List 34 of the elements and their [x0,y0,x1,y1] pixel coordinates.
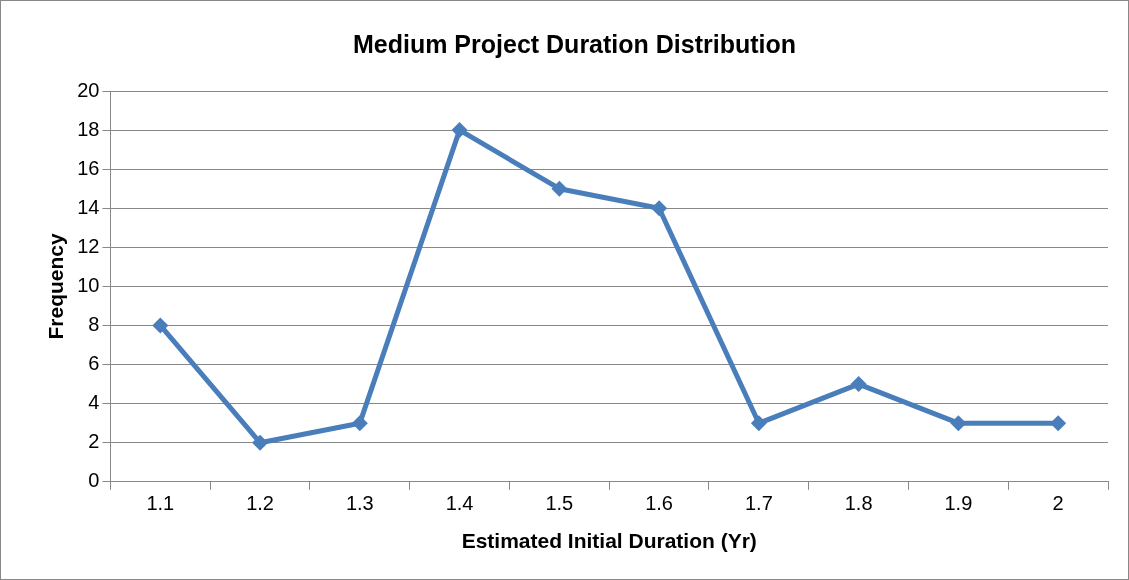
x-tick-label: 1.6 [645,492,674,515]
y-tick-label: 10 [77,273,100,296]
y-axis-title: Frequency [44,232,68,340]
y-tick-label: 2 [88,430,100,453]
y-tick-label: 6 [88,352,100,375]
y-tick-label: 0 [88,469,100,492]
point [950,415,967,432]
point [351,415,368,432]
y-tick-label: 18 [77,117,100,140]
x-tick-label: 1.2 [246,492,274,515]
x-tick-label: 1.9 [944,492,973,515]
y-tick-label: 12 [77,234,100,257]
point [252,434,269,451]
point [551,180,568,197]
point [651,200,668,217]
point [750,415,767,432]
y-tick-label: 20 [77,78,100,101]
x-tick-label: 1.7 [744,492,773,515]
x-tick-label: 1.3 [345,492,374,515]
y-tick-label: 16 [77,156,100,179]
point [1050,415,1067,432]
y-tick-label: 4 [88,391,100,414]
x-tick-label: 2 [1052,492,1064,515]
x-tick-label: 1.5 [545,492,574,515]
point [850,376,867,393]
x-axis-title: Estimated Initial Duration (Yr) [461,529,757,553]
x-tick-label: 1.8 [844,492,873,515]
x-tick-label: 1.4 [445,492,474,515]
y-tick-label: 14 [77,195,100,218]
point [152,317,169,334]
y-tick-label: 8 [88,313,100,335]
point [451,122,468,139]
chart-title: Medium Project Duration Distribution [352,29,797,58]
x-tick-label: 1.1 [146,492,175,515]
